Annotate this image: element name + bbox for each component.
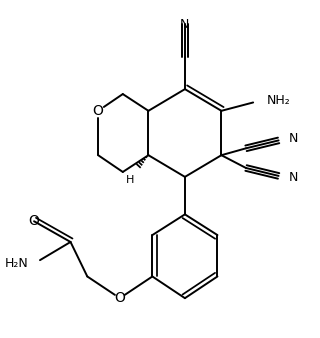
Text: H: H [125, 175, 134, 185]
Text: O: O [93, 104, 104, 118]
Text: N: N [180, 18, 190, 30]
Text: N: N [288, 132, 298, 145]
Text: NH₂: NH₂ [267, 94, 291, 107]
Text: H₂N: H₂N [4, 257, 28, 270]
Text: N: N [288, 171, 298, 184]
Text: O: O [114, 291, 125, 305]
Text: O: O [28, 214, 39, 228]
